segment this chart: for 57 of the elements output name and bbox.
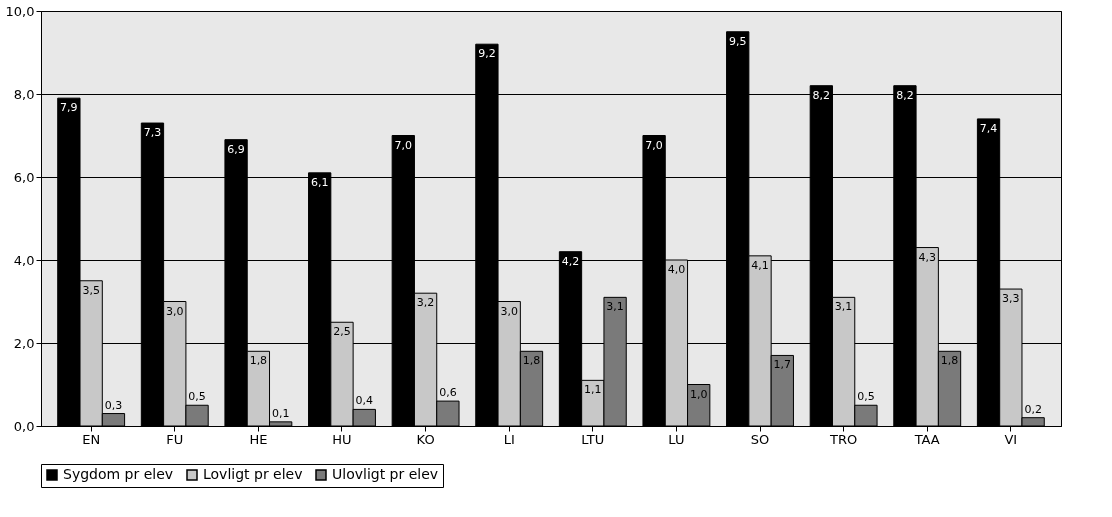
data-label: 6,1	[310, 175, 329, 189]
data-label: 9,5	[728, 34, 747, 48]
y-tick-label: 6,0	[13, 169, 35, 185]
data-label: 7,9	[60, 101, 78, 115]
data-label: 3,3	[1002, 292, 1020, 306]
x-tick-label: LTU	[581, 431, 605, 447]
data-label: 0,4	[355, 394, 374, 408]
x-tick-label: FU	[166, 431, 184, 447]
y-tick-label: 4,0	[13, 252, 35, 268]
x-tick-label: LU	[668, 431, 685, 447]
x-tick-label: HU	[332, 431, 352, 447]
x-tick-label: VI	[1004, 431, 1018, 447]
data-label: 8,2	[812, 88, 831, 102]
data-label: 9,2	[478, 47, 496, 61]
data-label: 1,1	[584, 383, 602, 397]
y-tick-label: 8,0	[13, 86, 35, 102]
data-label: 2,5	[333, 325, 351, 339]
data-label: 7,4	[979, 121, 998, 135]
data-label: 1,8	[249, 354, 268, 368]
y-tick-label: 10,0	[5, 3, 35, 19]
legend-label: Lovligt pr elev	[203, 466, 303, 482]
data-label: 3,5	[82, 283, 100, 297]
data-label: 3,0	[166, 304, 184, 318]
data-label: 7,0	[394, 138, 413, 152]
legend-label: Ulovligt pr elev	[332, 466, 439, 482]
data-label: 4,1	[751, 258, 769, 272]
data-label: 1,8	[522, 354, 541, 368]
y-tick-label: 2,0	[13, 335, 35, 351]
data-label: 8,2	[896, 88, 914, 102]
legend-label: Sygdom pr elev	[63, 466, 174, 482]
x-tick-label: KO	[416, 431, 435, 447]
data-label: 1,0	[689, 387, 708, 401]
data-label: 3,1	[834, 300, 853, 314]
data-label: 0,5	[188, 390, 206, 404]
y-tick-label: 0,0	[13, 418, 35, 434]
data-label: 6,9	[227, 142, 245, 156]
data-label: 1,8	[940, 354, 959, 368]
data-label: 4,2	[561, 254, 580, 268]
data-label: 1,7	[773, 358, 792, 372]
data-label: 4,0	[667, 263, 686, 276]
data-label: 0,3	[104, 398, 123, 412]
data-label: 3,2	[416, 296, 435, 310]
x-tick-label: SO	[750, 431, 770, 447]
data-label: 7,3	[143, 126, 162, 140]
data-label: 7,0	[645, 138, 663, 152]
data-label: 0,5	[857, 390, 875, 404]
x-tick-label: TRO	[829, 431, 858, 447]
data-label: 0,2	[1024, 402, 1042, 416]
data-label: 3,1	[606, 300, 624, 314]
data-label: 0,1	[271, 406, 290, 420]
data-label: 0,6	[439, 386, 457, 400]
x-tick-label: EN	[82, 431, 101, 447]
data-label: 4,3	[918, 250, 936, 264]
x-tick-label: TAA	[913, 431, 940, 447]
x-tick-label: HE	[249, 431, 268, 447]
data-label: 3,0	[500, 304, 518, 318]
x-tick-label: LI	[503, 431, 515, 447]
